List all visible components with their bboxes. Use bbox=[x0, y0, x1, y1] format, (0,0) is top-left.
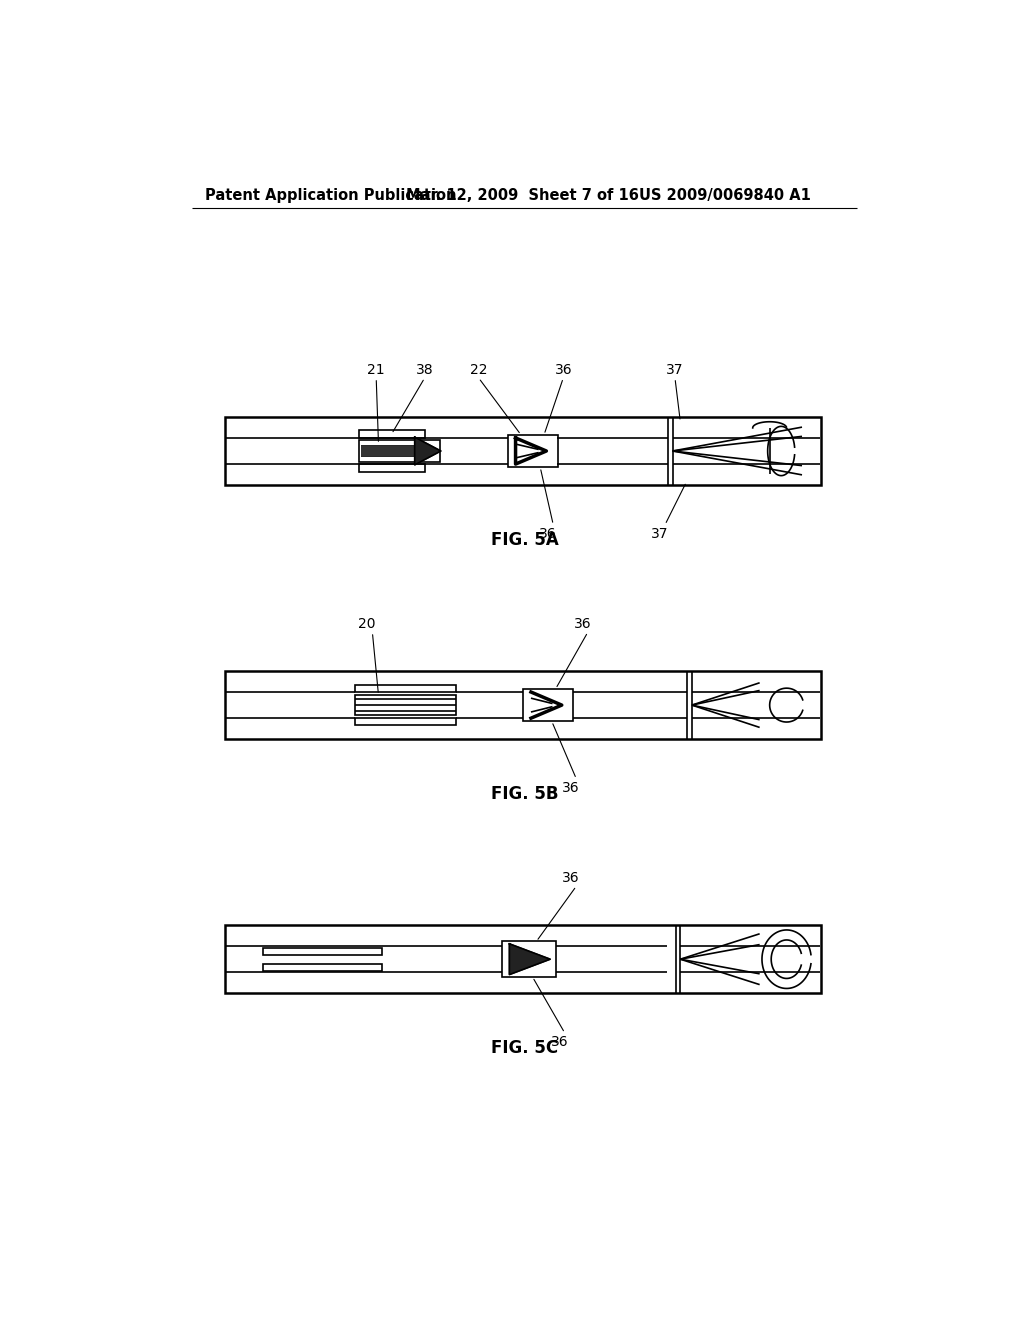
Bar bbox=[224, 417, 821, 484]
Bar bbox=[355, 696, 456, 715]
Bar bbox=[224, 671, 821, 739]
Text: Patent Application Publication: Patent Application Publication bbox=[205, 187, 457, 203]
Text: 21: 21 bbox=[368, 363, 385, 378]
Bar bbox=[523, 689, 573, 721]
Bar bbox=[359, 465, 425, 471]
Text: 20: 20 bbox=[358, 618, 376, 631]
Text: 22: 22 bbox=[470, 363, 487, 378]
Text: 36: 36 bbox=[554, 363, 572, 378]
Bar bbox=[360, 446, 430, 457]
Bar bbox=[508, 434, 558, 467]
Bar bbox=[263, 964, 382, 970]
Text: 36: 36 bbox=[551, 1035, 568, 1049]
Text: 36: 36 bbox=[562, 781, 580, 795]
Text: FIG. 5C: FIG. 5C bbox=[492, 1039, 558, 1057]
Text: 37: 37 bbox=[651, 527, 669, 541]
Bar bbox=[502, 941, 556, 977]
Text: FIG. 5A: FIG. 5A bbox=[490, 531, 559, 549]
Bar bbox=[355, 718, 456, 725]
Text: Mar. 12, 2009  Sheet 7 of 16: Mar. 12, 2009 Sheet 7 of 16 bbox=[407, 187, 639, 203]
Text: US 2009/0069840 A1: US 2009/0069840 A1 bbox=[639, 187, 811, 203]
Bar bbox=[355, 685, 456, 692]
Polygon shape bbox=[509, 944, 550, 974]
Bar bbox=[359, 430, 425, 438]
Text: 36: 36 bbox=[573, 618, 592, 631]
Text: 36: 36 bbox=[539, 527, 557, 541]
Text: 37: 37 bbox=[667, 363, 684, 378]
Text: 38: 38 bbox=[416, 363, 433, 378]
Bar bbox=[263, 948, 382, 954]
Text: FIG. 5B: FIG. 5B bbox=[492, 784, 558, 803]
Bar bbox=[359, 441, 440, 462]
Text: 36: 36 bbox=[562, 871, 580, 886]
Polygon shape bbox=[415, 437, 441, 465]
Bar bbox=[224, 925, 821, 993]
